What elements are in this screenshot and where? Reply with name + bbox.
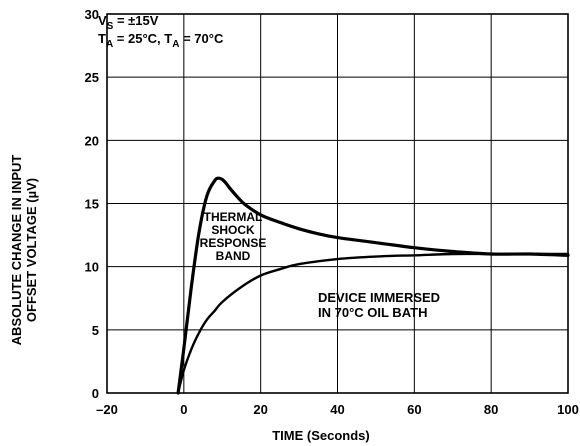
y-tick-label: 15 bbox=[85, 197, 99, 212]
x-axis-label: TIME (Seconds) bbox=[272, 428, 370, 443]
device-label: DEVICE IMMERSED IN 70°C OIL BATH bbox=[318, 290, 440, 320]
y-tick-label: 20 bbox=[85, 133, 99, 148]
y-tick-label: 10 bbox=[85, 260, 99, 275]
y-axis-label-line-1: ABSOLUTE CHANGE IN INPUT bbox=[9, 155, 24, 346]
y-tick-label: 5 bbox=[92, 323, 99, 338]
y-tick-labels: 0 5 10 15 20 25 30 bbox=[85, 7, 99, 401]
device-label-line-1: DEVICE IMMERSED bbox=[318, 290, 440, 305]
band-label: THERMAL SHOCK RESPONSE BAND bbox=[200, 210, 267, 263]
curves bbox=[176, 176, 570, 395]
temperature-condition: TA = 25°C, TA = 70°C bbox=[98, 31, 224, 50]
upper-response-curve bbox=[176, 176, 570, 395]
x-tick-label: 60 bbox=[407, 402, 421, 417]
band-label-line-3: RESPONSE bbox=[200, 236, 267, 250]
conditions-annotation: VS = ±15V TA = 25°C, TA = 70°C bbox=[98, 13, 224, 50]
grid bbox=[106, 13, 569, 394]
plot-frame bbox=[106, 13, 569, 394]
lower-response-curve bbox=[176, 252, 570, 395]
y-tick-label: 25 bbox=[85, 70, 99, 85]
band-label-line-4: BAND bbox=[216, 249, 251, 263]
x-tick-label: 100 bbox=[557, 402, 579, 417]
device-label-line-2: IN 70°C OIL BATH bbox=[318, 305, 427, 320]
y-tick-label: 0 bbox=[92, 386, 99, 401]
band-label-line-1: THERMAL bbox=[204, 210, 263, 224]
y-axis-label-line-2: OFFSET VOLTAGE (µV) bbox=[24, 178, 39, 322]
x-tick-label: –20 bbox=[96, 402, 118, 417]
supply-condition: VS = ±15V bbox=[98, 13, 159, 32]
y-axis-label: ABSOLUTE CHANGE IN INPUT OFFSET VOLTAGE … bbox=[9, 155, 39, 346]
x-tick-label: 80 bbox=[484, 402, 498, 417]
x-tick-label: 20 bbox=[253, 402, 267, 417]
x-tick-label: 0 bbox=[180, 402, 187, 417]
x-tick-labels: –20 0 20 40 60 80 100 bbox=[96, 402, 579, 417]
y-tick-label: 30 bbox=[85, 7, 99, 22]
x-tick-label: 40 bbox=[330, 402, 344, 417]
band-label-line-2: SHOCK bbox=[211, 223, 255, 237]
